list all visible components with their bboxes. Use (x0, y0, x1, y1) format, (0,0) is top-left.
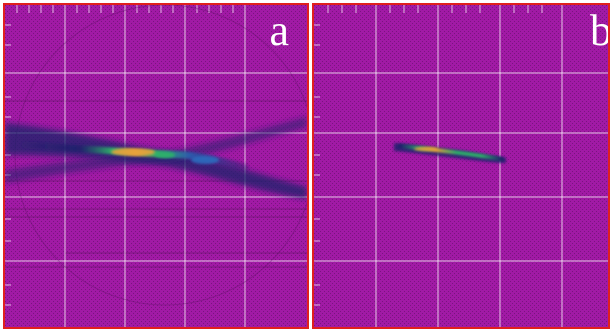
panel-b-label: b (590, 6, 610, 55)
panel-b-background (314, 5, 608, 327)
panel-a-label: a (269, 6, 289, 55)
panel-a-streaks (5, 100, 307, 268)
panel-b: b (312, 3, 610, 329)
panel-b-grid (314, 5, 608, 327)
panel-a-image (5, 5, 307, 327)
panel-b-beam (394, 143, 506, 163)
panel-b-image (314, 5, 608, 327)
panel-b-ticks (314, 5, 543, 306)
panel-a-beam (5, 117, 307, 199)
panel-a: a (3, 3, 309, 329)
